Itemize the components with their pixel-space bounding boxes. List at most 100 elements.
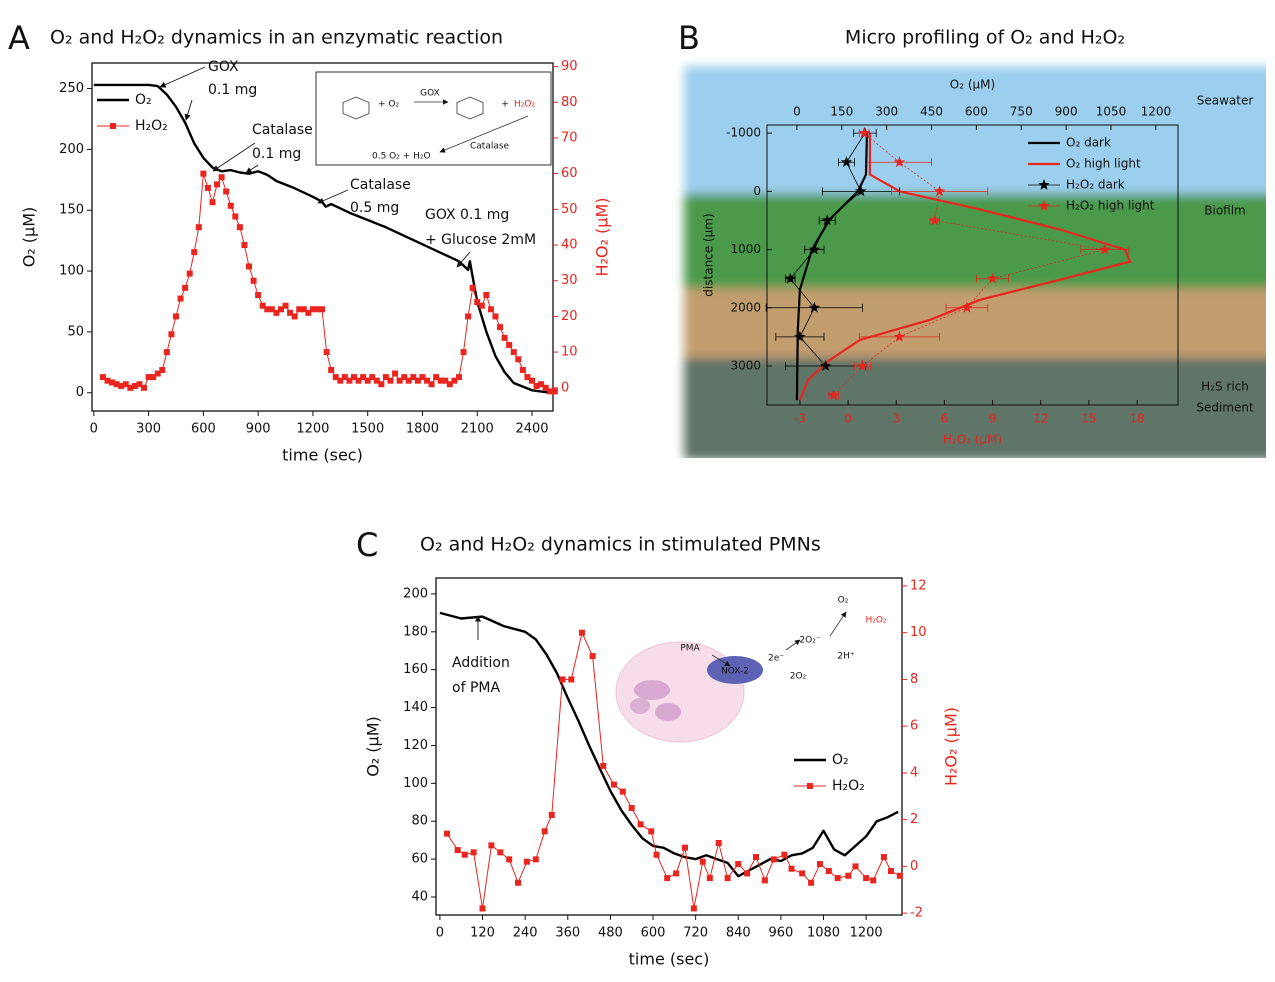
y-tick-label: -1000 (726, 126, 761, 140)
data-point (770, 856, 777, 863)
data-point (392, 370, 399, 377)
data-point (880, 854, 887, 861)
data-point (341, 374, 348, 381)
annotation-arrow (184, 99, 193, 121)
y-tick-label: 1000 (730, 242, 761, 256)
y-tick-label: 80 (411, 814, 428, 829)
plot-frame (91, 62, 554, 412)
data-point (460, 349, 467, 356)
data-point (896, 872, 903, 879)
y2-tick-label: 6 (910, 719, 918, 734)
nox2 (707, 656, 763, 684)
data-point (410, 374, 417, 381)
data-point (104, 377, 111, 384)
chart-title: O₂ and H₂O₂ dynamics in stimulated PMNs (420, 534, 821, 556)
chart-title: Micro profiling of O₂ and H₂O₂ (845, 27, 1125, 49)
inset-label: 2H⁺ (837, 652, 854, 662)
x-tick-label: 1200 (850, 926, 883, 941)
x-tick-label: 1200 (1141, 105, 1172, 119)
data-point (858, 127, 870, 138)
data-point (461, 851, 468, 858)
data-point (122, 381, 129, 388)
data-point (323, 349, 330, 356)
legend-label: O₂ dark (1066, 136, 1111, 150)
data-point (214, 181, 221, 188)
panel-letter: A (8, 19, 30, 57)
annotation: + Glucose 2mM (425, 232, 536, 248)
data-point (855, 185, 867, 197)
data-point (127, 384, 134, 391)
data-point (424, 377, 431, 384)
data-point (433, 374, 440, 381)
data-point (637, 821, 644, 828)
inset-label: Catalase (470, 142, 510, 152)
data-point (360, 374, 367, 381)
data-point (437, 377, 444, 384)
data-point (444, 830, 451, 837)
data-point (532, 856, 539, 863)
x2-tick-label: 6 (941, 412, 949, 426)
data-point (282, 302, 289, 309)
data-point (523, 858, 530, 865)
data-point (784, 272, 796, 284)
data-point (497, 324, 504, 331)
data-point (455, 374, 462, 381)
sediment-zone (684, 358, 1275, 460)
x-tick-label: 1050 (1096, 105, 1127, 119)
data-point (172, 313, 179, 320)
data-point (648, 828, 655, 835)
glucose-ring (456, 96, 484, 120)
data-point (808, 301, 821, 313)
data-point (589, 653, 596, 660)
legend-marker (1038, 200, 1050, 211)
annotation: 0.1 mg (208, 82, 257, 98)
annotation: 0.5 mg (350, 200, 399, 216)
annotation-arrow (245, 164, 259, 174)
x-tick-label: 300 (136, 422, 161, 437)
series-line (798, 133, 1132, 401)
data-point (291, 313, 298, 320)
data-point (619, 788, 626, 795)
x-tick-label: 0 (90, 422, 98, 437)
data-point (209, 199, 216, 206)
data-point (309, 306, 316, 313)
data-point (483, 292, 490, 298)
data-point (699, 858, 706, 865)
data-point (578, 629, 585, 636)
x-tick-label: 600 (965, 105, 988, 119)
data-point (118, 383, 125, 390)
y-tick-label: 160 (403, 662, 428, 677)
annotation: 0.1 mg (252, 146, 301, 162)
data-point (168, 331, 175, 338)
data-point (559, 676, 566, 683)
inset-label: 0.5 O₂ + H₂O (372, 152, 431, 162)
data-point (870, 877, 877, 884)
data-point (387, 377, 394, 384)
x-tick-label: 600 (191, 422, 216, 437)
x2-tick-label: 15 (1081, 412, 1096, 426)
legend-label: H₂O₂ dark (1066, 178, 1125, 192)
data-point (788, 865, 795, 872)
x-tick-label: 300 (875, 105, 898, 119)
data-point (515, 356, 522, 363)
x-axis-label: O₂ (µM) (950, 78, 995, 92)
data-point (159, 366, 166, 373)
y-tick-label: 40 (411, 890, 428, 905)
inset-arrow (439, 115, 529, 153)
plot-frame (435, 577, 903, 916)
data-point (396, 377, 403, 384)
x2-tick-label: 12 (1033, 412, 1048, 426)
data-point (428, 381, 435, 388)
inset-label: + O₂ (378, 100, 399, 110)
data-point (246, 263, 253, 270)
data-point (610, 781, 617, 788)
data-point (163, 349, 170, 356)
data-point (273, 309, 280, 316)
y-axis-label: O₂ (µM) (20, 207, 39, 268)
panel-letter: C (356, 526, 378, 564)
data-point (350, 374, 357, 381)
data-point (852, 863, 859, 870)
chart-title: O₂ and H₂O₂ dynamics in an enzymatic rea… (50, 27, 503, 49)
y2-tick-label: 0 (910, 859, 918, 874)
